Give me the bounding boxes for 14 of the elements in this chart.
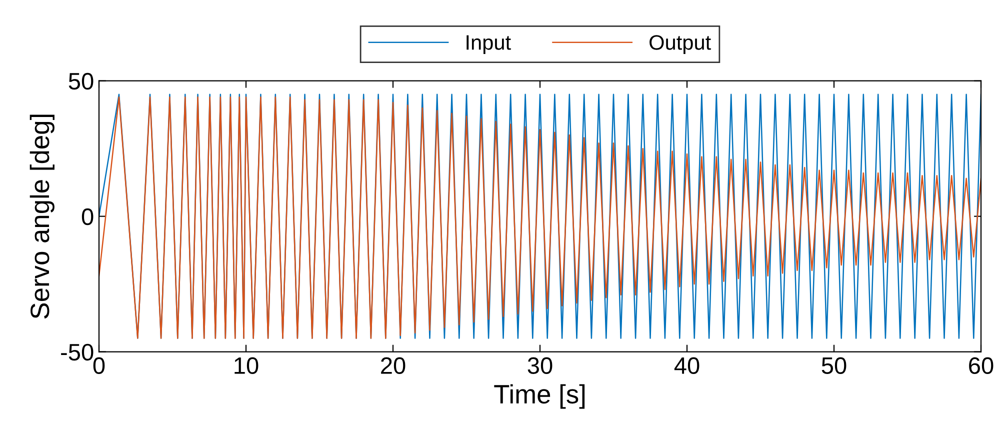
y-tick-label: -50: [61, 344, 94, 361]
y-tick-label: 50: [68, 72, 94, 90]
x-axis-title: Time [s]: [494, 384, 585, 409]
legend-label: Output: [650, 35, 711, 54]
x-tick-label: 50: [822, 357, 846, 374]
y-tick-label: 0: [82, 208, 94, 226]
y-axis-title: Servo angle [deg]: [30, 114, 54, 319]
legend-label: Input: [466, 35, 511, 54]
x-tick-label: 40: [674, 357, 700, 374]
x-tick-label: 30: [528, 357, 552, 374]
x-tick-label: 10: [234, 357, 258, 374]
x-tick-label: 20: [381, 357, 406, 374]
x-tick-label: 0: [93, 357, 105, 374]
x-tick-label: 60: [969, 357, 994, 374]
